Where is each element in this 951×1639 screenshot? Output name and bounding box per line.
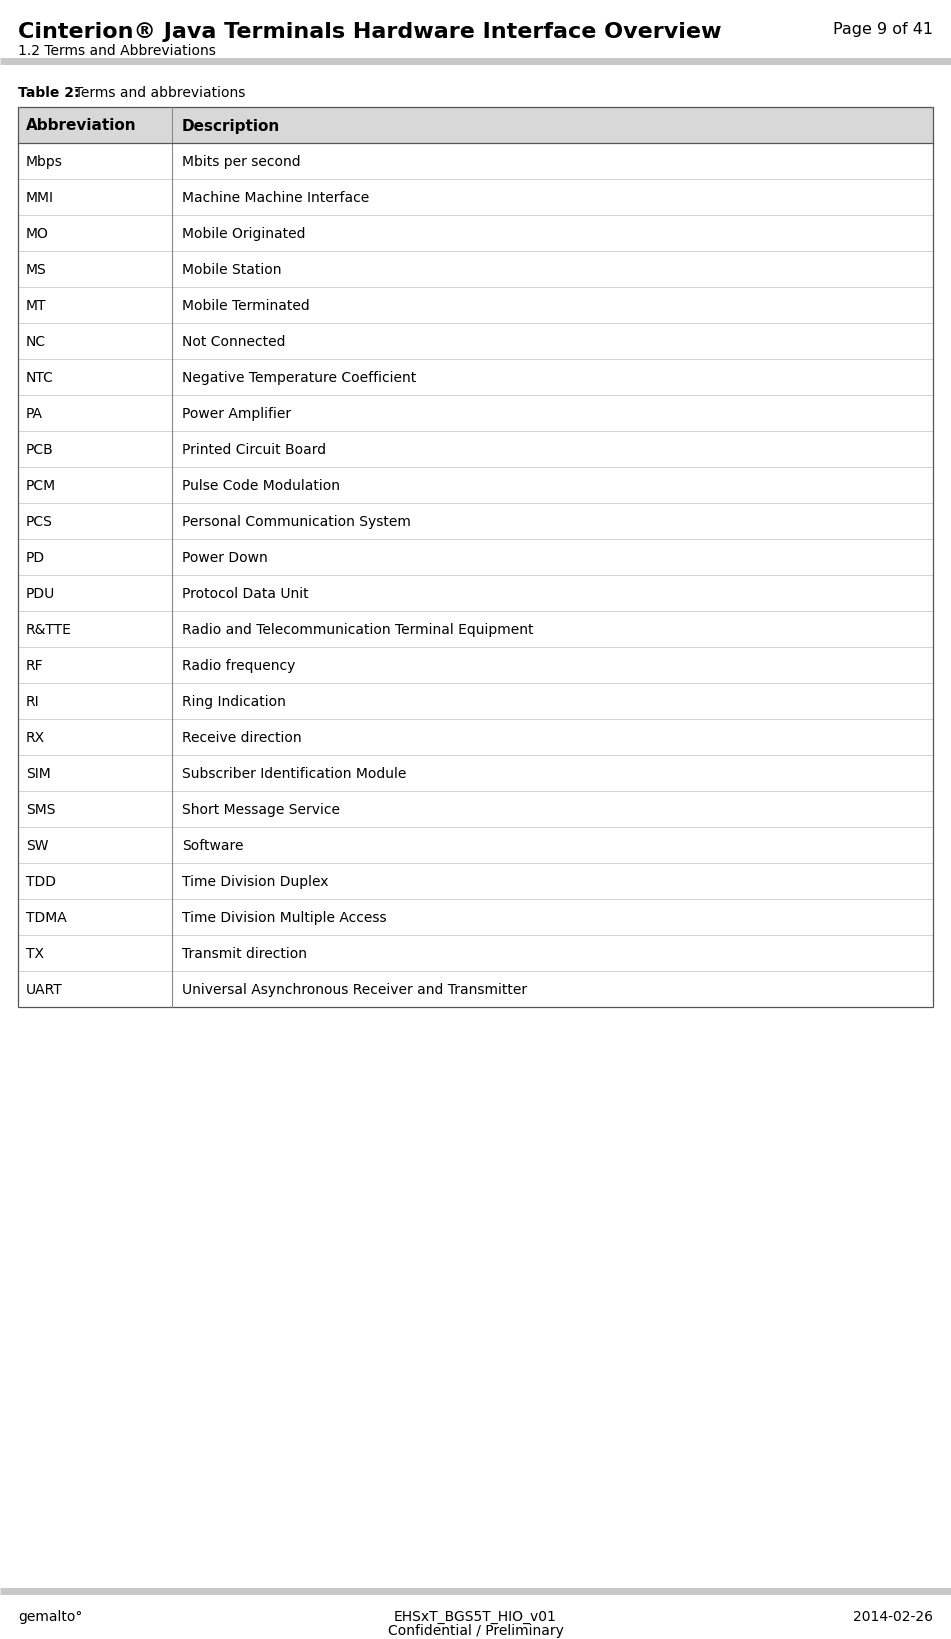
Text: Personal Communication System: Personal Communication System: [182, 515, 411, 529]
Text: MMI: MMI: [26, 190, 54, 205]
Text: Mobile Station: Mobile Station: [182, 262, 281, 277]
Text: PDU: PDU: [26, 587, 55, 600]
Text: MS: MS: [26, 262, 47, 277]
Text: Mobile Originated: Mobile Originated: [182, 226, 305, 241]
Text: Radio frequency: Radio frequency: [182, 659, 295, 672]
Text: PA: PA: [26, 406, 43, 421]
Text: RX: RX: [26, 731, 45, 744]
Text: Power Down: Power Down: [182, 551, 267, 565]
Text: SIM: SIM: [26, 767, 50, 780]
Text: NC: NC: [26, 334, 47, 349]
Text: NTC: NTC: [26, 370, 54, 385]
Text: Mobile Terminated: Mobile Terminated: [182, 298, 309, 313]
Text: Software: Software: [182, 839, 243, 852]
Bar: [18, 108, 933, 1008]
Text: 1.2 Terms and Abbreviations: 1.2 Terms and Abbreviations: [18, 44, 216, 57]
Text: Ring Indication: Ring Indication: [182, 695, 285, 708]
Text: Short Message Service: Short Message Service: [182, 803, 340, 816]
Text: RI: RI: [26, 695, 40, 708]
Text: Not Connected: Not Connected: [182, 334, 285, 349]
Bar: [18, 108, 933, 144]
Text: Universal Asynchronous Receiver and Transmitter: Universal Asynchronous Receiver and Tran…: [182, 982, 527, 997]
Text: Transmit direction: Transmit direction: [182, 946, 307, 960]
Text: gemalto°: gemalto°: [18, 1609, 83, 1623]
Text: Mbits per second: Mbits per second: [182, 156, 301, 169]
Text: Table 2:: Table 2:: [18, 85, 80, 100]
Text: Confidential / Preliminary: Confidential / Preliminary: [388, 1623, 563, 1637]
Text: MT: MT: [26, 298, 47, 313]
Text: Time Division Duplex: Time Division Duplex: [182, 875, 328, 888]
Text: RF: RF: [26, 659, 44, 672]
Text: MO: MO: [26, 226, 49, 241]
Text: UART: UART: [26, 982, 63, 997]
Text: Negative Temperature Coefficient: Negative Temperature Coefficient: [182, 370, 416, 385]
Text: PCB: PCB: [26, 443, 54, 457]
Text: Abbreviation: Abbreviation: [26, 118, 137, 133]
Text: PCM: PCM: [26, 479, 56, 493]
Text: Power Amplifier: Power Amplifier: [182, 406, 291, 421]
Text: Pulse Code Modulation: Pulse Code Modulation: [182, 479, 340, 493]
Text: Protocol Data Unit: Protocol Data Unit: [182, 587, 308, 600]
Text: Receive direction: Receive direction: [182, 731, 301, 744]
Text: Time Division Multiple Access: Time Division Multiple Access: [182, 910, 386, 924]
Text: Description: Description: [182, 118, 280, 133]
Text: EHSxT_BGS5T_HIO_v01: EHSxT_BGS5T_HIO_v01: [394, 1609, 557, 1623]
Text: Terms and abbreviations: Terms and abbreviations: [66, 85, 245, 100]
Text: Machine Machine Interface: Machine Machine Interface: [182, 190, 369, 205]
Text: PCS: PCS: [26, 515, 53, 529]
Text: Mbps: Mbps: [26, 156, 63, 169]
Text: SW: SW: [26, 839, 49, 852]
Text: Radio and Telecommunication Terminal Equipment: Radio and Telecommunication Terminal Equ…: [182, 623, 534, 636]
Text: Printed Circuit Board: Printed Circuit Board: [182, 443, 326, 457]
Text: TDMA: TDMA: [26, 910, 67, 924]
Text: Page 9 of 41: Page 9 of 41: [833, 21, 933, 38]
Text: Cinterion® Java Terminals Hardware Interface Overview: Cinterion® Java Terminals Hardware Inter…: [18, 21, 722, 43]
Text: SMS: SMS: [26, 803, 55, 816]
Text: TX: TX: [26, 946, 44, 960]
Text: TDD: TDD: [26, 875, 56, 888]
Text: 2014-02-26: 2014-02-26: [853, 1609, 933, 1623]
Text: Subscriber Identification Module: Subscriber Identification Module: [182, 767, 406, 780]
Text: R&TTE: R&TTE: [26, 623, 72, 636]
Text: PD: PD: [26, 551, 45, 565]
